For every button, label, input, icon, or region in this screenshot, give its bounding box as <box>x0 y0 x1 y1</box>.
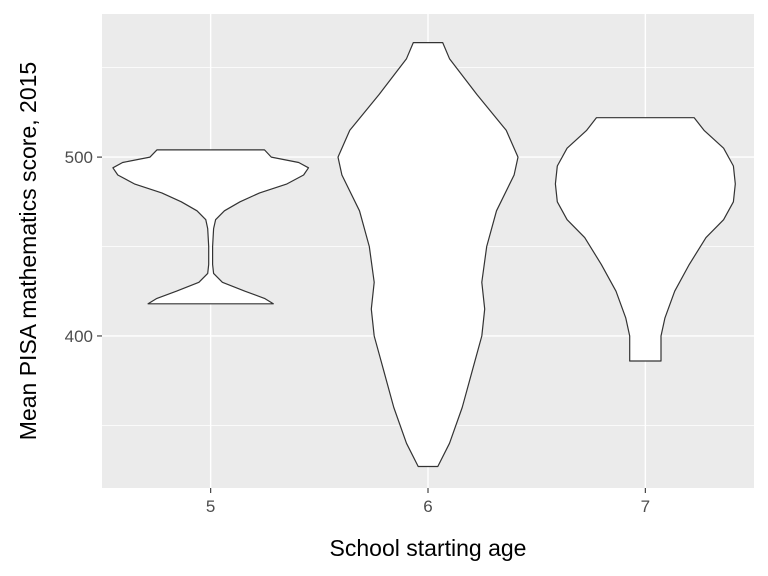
x-tick-label: 7 <box>641 497 650 516</box>
y-axis-title: Mean PISA mathematics score, 2015 <box>15 62 41 440</box>
violin-age-6 <box>337 42 519 468</box>
y-axis: 400 500 <box>65 148 102 346</box>
x-tick-label: 6 <box>423 497 432 516</box>
y-tick-label: 500 <box>65 148 93 167</box>
x-tick-label: 5 <box>206 497 215 516</box>
x-axis: 5 6 7 <box>206 488 650 516</box>
y-tick-label: 400 <box>65 327 93 346</box>
violin-age-7 <box>554 117 736 362</box>
x-axis-title: School starting age <box>330 535 527 561</box>
violins <box>112 42 736 468</box>
violin-age-5 <box>112 149 310 305</box>
